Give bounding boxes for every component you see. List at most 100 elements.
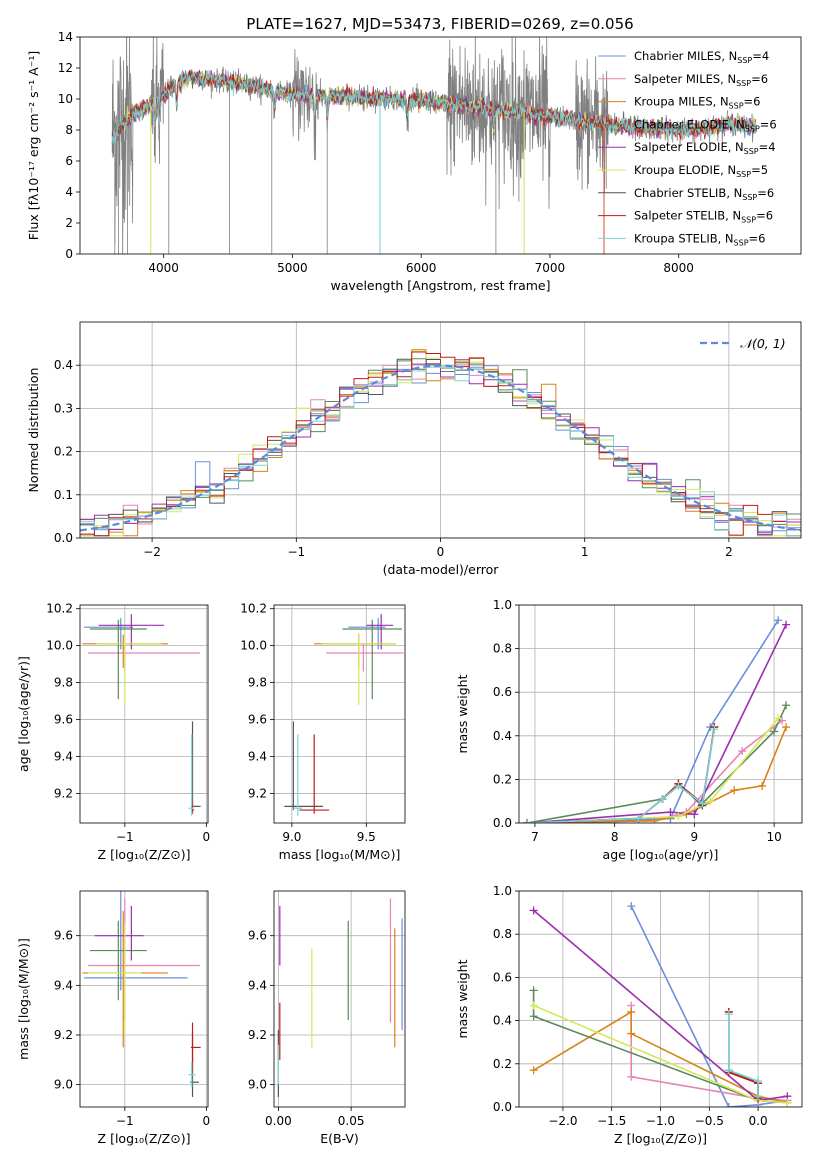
series	[522, 725, 719, 823]
series-marker	[724, 1103, 733, 1107]
x-tick-label: −1	[287, 545, 305, 559]
x-axis-label: mass [log₁₀(M/M⊙)]	[279, 847, 401, 862]
series-marker	[529, 1012, 538, 1021]
series-marker	[783, 1098, 792, 1107]
axes-frame	[273, 604, 406, 824]
panel-residual_hist: −2 −1 0 1 2 0.0 0.1 0.2 0.3 0.4 (data-model)/error…	[26, 321, 802, 577]
errorbar-point	[188, 1062, 196, 1088]
y-tick-label: 0.0	[54, 531, 73, 545]
legend-label: Salpeter ELODIE, NSSP=4	[634, 140, 776, 156]
series-marker	[627, 1072, 636, 1081]
errorbar-point	[188, 734, 194, 816]
y-tick-label: 9.2	[248, 1028, 267, 1042]
legend-n: =4	[752, 49, 769, 63]
y-tick-label: 9.0	[54, 1078, 73, 1092]
legend-sub: SSP	[734, 238, 749, 247]
legend-label: Kroupa MILES, NSSP=6	[634, 95, 760, 111]
legend-model: Chabrier STELIB, N	[634, 186, 742, 200]
x-axis-label: Z [log₁₀(Z/Z⊙)]	[98, 847, 191, 862]
plot-area	[80, 605, 208, 823]
y-tick-label: 0.6	[493, 685, 512, 699]
hist-series-line	[80, 358, 801, 537]
y-tick-label: 6	[65, 154, 73, 168]
x-axis-label: age [log₁₀(age/yr)]	[603, 847, 719, 862]
axes-frame	[79, 890, 209, 1108]
axes-frame	[79, 604, 209, 824]
legend-label: Kroupa ELODIE, NSSP=5	[634, 163, 768, 179]
axes-frame	[79, 321, 802, 539]
legend-sub: SSP	[736, 170, 751, 179]
x-axis-label: E(B-V)	[320, 1131, 359, 1146]
legend-sub: SSP	[736, 79, 751, 88]
series-marker	[529, 906, 538, 915]
plot-area	[274, 605, 405, 823]
y-tick-label: 1.0	[493, 598, 512, 612]
legend-model: Chabrier ELODIE, N	[634, 117, 745, 131]
series-marker	[770, 727, 779, 736]
panel-age_vs_mass: 9.0 9.5 9.2 9.4 9.6 9.8 10.0 10.2 mass [log₁₀(M/…	[240, 602, 406, 862]
y-tick-label: 0.2	[493, 772, 512, 786]
figure-title: PLATE=1627, MJD=53473, FIBERID=0269, z=0…	[246, 15, 633, 33]
series-marker	[674, 781, 683, 790]
panel-mass_vs_Z: −1 0 9.0 9.2 9.4 9.6 Z [log₁₀(Z/Z⊙)] mass [log₁…	[16, 890, 210, 1146]
series-marker	[754, 1077, 763, 1086]
series-marker	[529, 986, 538, 995]
axes-frame	[518, 604, 803, 824]
x-tick-label: 2	[725, 545, 733, 559]
errorbar-point	[299, 734, 330, 814]
legend-model: Salpeter STELIB, N	[634, 209, 741, 223]
series-marker	[674, 812, 683, 821]
series-marker	[698, 799, 707, 808]
series-marker	[774, 714, 783, 723]
y-tick-label: 4	[65, 185, 73, 199]
x-tick-label: 6000	[406, 261, 437, 275]
y-tick-label: 14	[58, 30, 73, 44]
x-tick-label: −0.5	[695, 1114, 724, 1128]
legend-label: 𝒩(0, 1)	[740, 336, 786, 351]
x-tick-label: −2.0	[548, 1114, 577, 1128]
y-tick-label: 0.1	[54, 488, 73, 502]
legend-model: Salpeter MILES, N	[634, 72, 736, 86]
errorbar-point	[96, 632, 162, 705]
x-tick-label: 0.05	[338, 1114, 365, 1128]
legend-model: Kroupa MILES, N	[634, 95, 729, 109]
legend-label: Chabrier STELIB, NSSP=6	[634, 186, 774, 202]
series-marker	[522, 819, 531, 823]
panel-weight_vs_age: 7 8 9 10 0.0 0.2 0.4 0.6 0.8 1.0 age [log₁₀(age/yr…	[455, 598, 803, 862]
x-axis-label: Z [log₁₀(Z/Z⊙)]	[98, 1131, 191, 1146]
y-tick-label: 9.8	[248, 676, 267, 690]
errorbar-point	[293, 734, 303, 816]
legend-sub: SSP	[737, 56, 752, 65]
series-marker	[627, 1007, 636, 1016]
y-tick-label: 9.2	[248, 786, 267, 800]
y-tick-label: 1.0	[493, 884, 512, 898]
panel-spectrum: 4000 5000 6000 7000 8000 0 2 4 6 8 10 12 14 wavelengt…	[26, 30, 802, 293]
legend-model: Chabrier MILES, N	[634, 49, 737, 63]
y-tick-label: 9.4	[248, 749, 267, 763]
legend-sub: SSP	[729, 102, 744, 111]
y-tick-label: 0.6	[493, 970, 512, 984]
y-tick-label: 9.4	[54, 978, 73, 992]
y-tick-label: 9.6	[248, 713, 267, 727]
panel-weight_vs_Z: −2.0 −1.5 −1.0 −0.5 0.0 0.0 0.2 0.4 0.6 0.8 1.0 Z […	[455, 884, 803, 1146]
panel-mass_vs_ebv: 0.00 0.05 9.0 9.2 9.4 9.6 E(B-V)	[248, 890, 406, 1146]
x-tick-label: −1.5	[597, 1114, 626, 1128]
errorbar-point	[321, 632, 397, 705]
series-marker	[774, 616, 783, 625]
y-tick-label: 9.0	[248, 1078, 267, 1092]
legend-label: Chabrier ELODIE, NSSP=6	[634, 117, 777, 133]
x-tick-label: 9	[691, 830, 699, 844]
series-marker	[529, 1066, 538, 1075]
y-tick-label: 0.8	[493, 927, 512, 941]
y-tick-label: 9.4	[54, 749, 73, 763]
spectrum-model-line	[111, 72, 757, 144]
y-axis-label: age [log₁₀(age/yr)]	[16, 656, 31, 772]
y-tick-label: 0.3	[54, 401, 73, 415]
errorbar-point	[284, 721, 324, 811]
y-tick-label: 0.8	[493, 642, 512, 656]
plot-area	[519, 605, 802, 823]
y-tick-label: 9.6	[54, 929, 73, 943]
y-tick-label: 0.4	[54, 358, 73, 372]
